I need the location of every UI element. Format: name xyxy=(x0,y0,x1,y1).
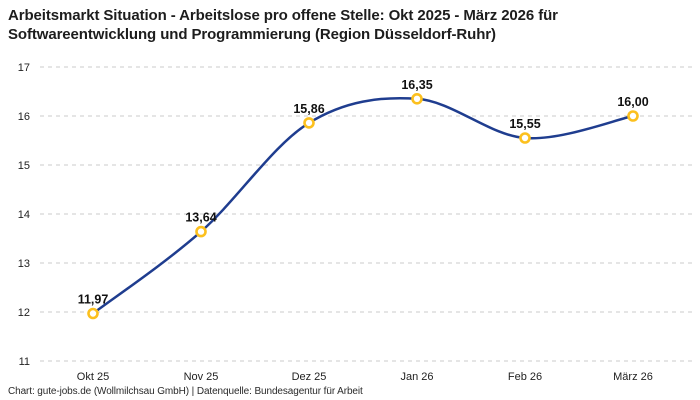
data-point-marker xyxy=(411,93,423,105)
data-point-marker xyxy=(87,307,99,320)
x-axis-label: Dez 25 xyxy=(292,371,327,383)
data-point-value-label: 16,00 xyxy=(617,95,648,109)
x-axis-label: Nov 25 xyxy=(184,371,219,383)
data-line xyxy=(91,96,635,315)
y-axis-tick-label: 12 xyxy=(18,307,30,319)
data-point-marker xyxy=(195,225,207,238)
data-point-marker xyxy=(303,117,315,129)
data-point-value-label: 13,64 xyxy=(185,211,216,225)
data-point-value-label: 11,97 xyxy=(78,293,109,307)
footer-credit: Chart: gute-jobs.de (Wollmilchsau GmbH) … xyxy=(8,386,363,397)
chart-title-line1: Arbeitsmarkt Situation - Arbeitslose pro… xyxy=(8,7,558,24)
chart-title-line2: Softwareentwicklung und Programmierung (… xyxy=(8,26,496,43)
y-axis-tick-label: 15 xyxy=(18,160,30,172)
data-point-value-label: 16,35 xyxy=(401,78,432,92)
data-point-marker xyxy=(627,110,639,122)
y-axis-tick-label: 13 xyxy=(18,258,30,270)
y-axis-tick-label: 16 xyxy=(18,111,30,123)
data-point-value-label: 15,86 xyxy=(293,102,324,116)
chart-title: Arbeitsmarkt Situation - Arbeitslose pro… xyxy=(8,6,658,44)
data-point-value-label: 15,55 xyxy=(509,117,540,131)
y-axis-tick-label: 11 xyxy=(19,356,30,368)
x-axis-label: März 26 xyxy=(613,371,653,383)
x-axis-label: Okt 25 xyxy=(77,371,109,383)
y-axis-tick-label: 14 xyxy=(18,209,30,221)
x-axis-label: Feb 26 xyxy=(508,371,542,383)
x-axis-label: Jan 26 xyxy=(400,371,433,383)
y-axis-tick-label: 17 xyxy=(18,62,30,74)
data-point-marker xyxy=(519,132,531,144)
